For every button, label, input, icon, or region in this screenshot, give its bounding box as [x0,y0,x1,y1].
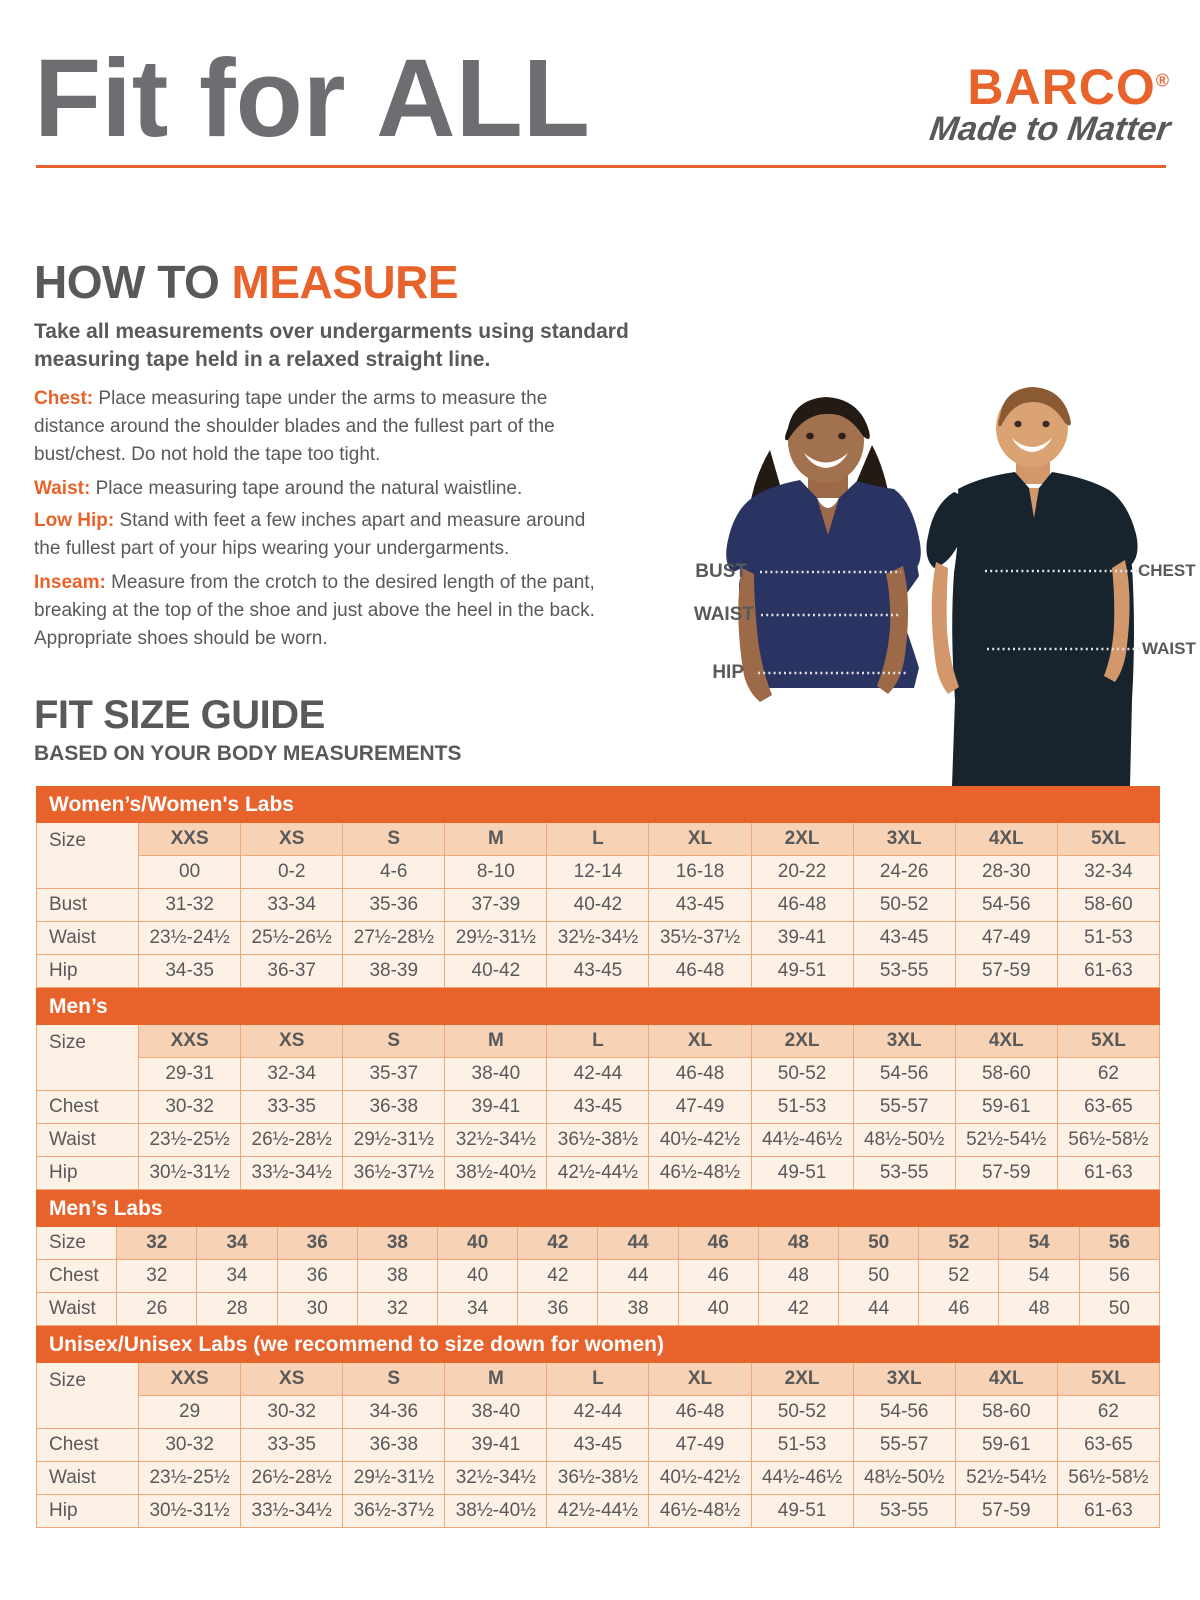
svg-text:WAIST: WAIST [1142,639,1196,658]
svg-text:CHEST: CHEST [1138,561,1196,580]
svg-text:BUST: BUST [695,561,747,582]
svg-text:WAIST: WAIST [694,604,755,625]
svg-text:HIP: HIP [712,662,744,683]
